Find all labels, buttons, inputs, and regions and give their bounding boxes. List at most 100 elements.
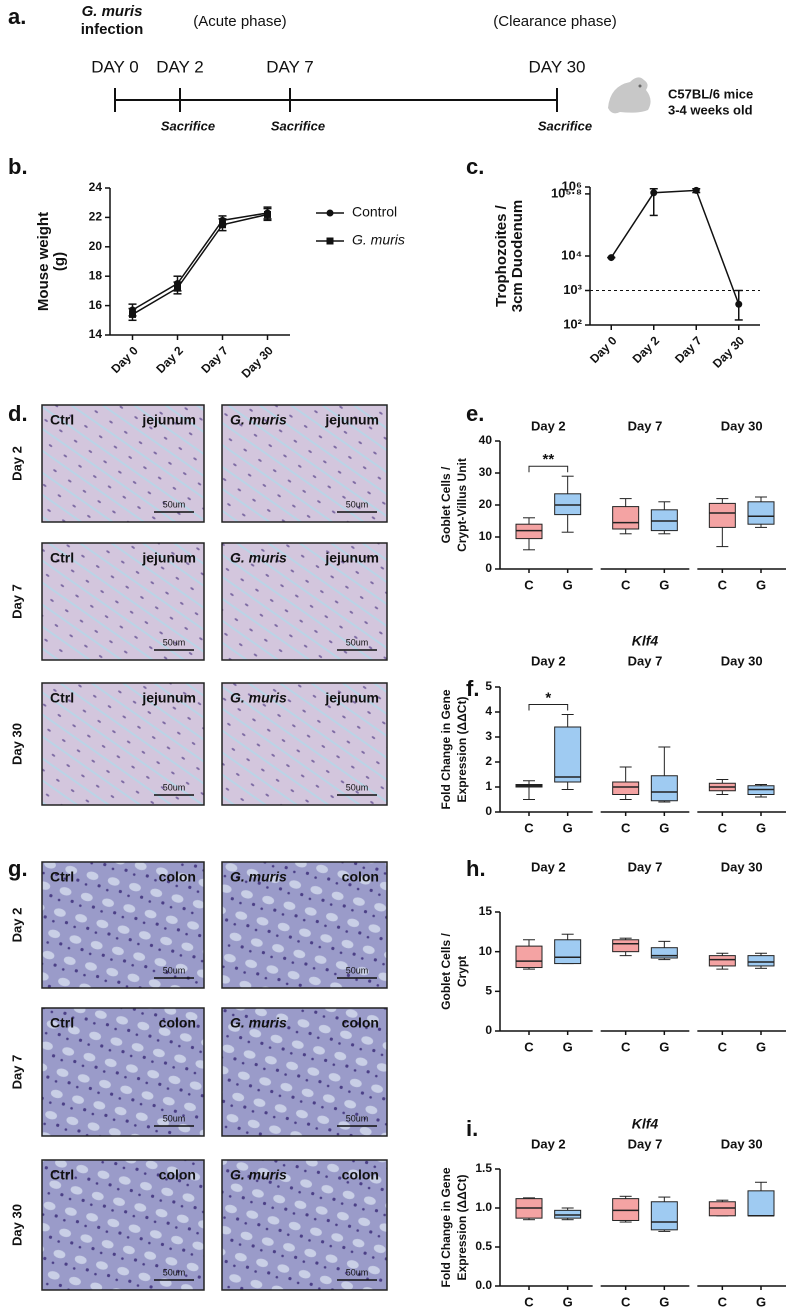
group-label: G. muris <box>230 550 287 566</box>
panel-label: f. <box>466 676 479 701</box>
x-tick-label: G <box>756 1294 766 1309</box>
y-axis-label: Goblet Cells / <box>439 932 453 1009</box>
x-tick-label: Day 0 <box>108 343 141 376</box>
x-tick-label: G <box>756 577 766 592</box>
x-tick-label: Day 30 <box>710 333 747 370</box>
mouse-eye <box>638 84 642 88</box>
row-label: Day 7 <box>9 1055 24 1090</box>
y-axis-label: 3cm Duodenum <box>509 200 526 313</box>
y-axis-label: Fold Change in Gene <box>439 689 453 809</box>
y-tick-label: 10⁵·⁸ <box>551 185 582 200</box>
box <box>554 939 582 965</box>
sacrifice-label: Sacrifice <box>538 118 592 133</box>
group-label: Day 2 <box>531 859 566 874</box>
box <box>515 945 543 969</box>
group-label: Day 7 <box>628 653 663 668</box>
box <box>554 726 582 783</box>
micrograph <box>41 1007 205 1137</box>
chart-title: Klf4 <box>632 1116 659 1132</box>
panel-label: i. <box>466 1116 478 1141</box>
scale-label: 50um <box>163 1113 186 1123</box>
panel-label: a. <box>8 4 26 29</box>
infection-label: G. muris <box>82 3 143 20</box>
phase-label: (Acute phase) <box>193 13 286 30</box>
group-label: Day 7 <box>628 418 663 433</box>
box <box>554 493 582 516</box>
y-tick-label: 14 <box>89 327 103 341</box>
legend-label: Control <box>352 204 397 220</box>
panel-label: g. <box>8 856 28 881</box>
y-tick-label: 18 <box>89 268 103 282</box>
series-line <box>132 212 268 311</box>
legend-marker <box>326 209 334 217</box>
group-label: G. muris <box>230 412 287 428</box>
sacrifice-label: Sacrifice <box>271 118 325 133</box>
legend-label: G. muris <box>352 232 405 248</box>
group-label: Ctrl <box>50 412 74 428</box>
y-axis-label: Expression (ΔΔCt) <box>455 697 469 803</box>
box <box>650 775 678 802</box>
x-tick-label: G <box>659 820 669 835</box>
x-tick-label: G <box>659 1294 669 1309</box>
box <box>650 947 678 959</box>
group-label: G. muris <box>230 869 287 885</box>
x-tick-label: Day 30 <box>239 343 276 380</box>
x-tick-label: C <box>718 1294 728 1309</box>
y-axis-label: Mouse weight <box>35 212 52 311</box>
panel-label: e. <box>466 401 484 426</box>
y-tick-label: 24 <box>89 180 103 194</box>
y-tick-label: 22 <box>89 210 103 224</box>
group-label: Ctrl <box>50 1015 74 1031</box>
x-tick-label: G <box>563 820 573 835</box>
scale-label: 50um <box>163 637 186 647</box>
day-label: DAY 30 <box>528 57 585 76</box>
y-tick-label: 5 <box>485 679 492 693</box>
scale-label: 50um <box>346 499 369 509</box>
y-tick-label: 3 <box>485 729 492 743</box>
tissue-label: colon <box>342 1015 379 1031</box>
panel-label: b. <box>8 154 28 179</box>
row-label: Day 2 <box>9 908 24 943</box>
y-tick-label: 10⁶ <box>562 178 582 193</box>
tissue-label: colon <box>159 1167 196 1183</box>
group-label: G. muris <box>230 1167 287 1183</box>
group-label: Ctrl <box>50 550 74 566</box>
x-tick-label: Day 2 <box>153 343 186 376</box>
y-tick-label: 0 <box>485 561 492 575</box>
box <box>708 1201 736 1217</box>
scale-label: 50um <box>346 637 369 647</box>
y-tick-label: 0 <box>485 1023 492 1037</box>
marker <box>692 186 700 194</box>
significance-label: ** <box>542 451 554 468</box>
chart-title: Klf4 <box>632 633 659 649</box>
micrograph <box>221 542 388 661</box>
x-tick-label: G <box>563 1294 573 1309</box>
y-tick-label: 30 <box>479 465 493 479</box>
row-label: Day 30 <box>9 1204 24 1246</box>
y-tick-label: 16 <box>89 298 103 312</box>
y-tick-label: 0 <box>485 804 492 818</box>
day-label: DAY 7 <box>266 57 314 76</box>
x-tick-label: Day 7 <box>672 333 705 366</box>
mouse-icon <box>608 77 651 114</box>
phase-label: (Clearance phase) <box>493 13 616 30</box>
box <box>747 955 775 967</box>
panel-label: d. <box>8 401 28 426</box>
infection-label: infection <box>81 21 144 38</box>
scale-label: 50um <box>163 1267 186 1277</box>
legend-marker <box>326 237 334 245</box>
y-axis-label: (g) <box>51 252 68 271</box>
micrograph <box>41 682 205 806</box>
box <box>612 1198 640 1221</box>
sacrifice-label: Sacrifice <box>161 118 215 133</box>
x-tick-label: C <box>718 820 728 835</box>
day-label: DAY 2 <box>156 57 204 76</box>
box <box>612 939 640 953</box>
y-tick-label: 0.5 <box>475 1239 492 1253</box>
x-tick-label: Day 0 <box>587 333 620 366</box>
y-axis-label: Trophozoites / <box>493 204 510 307</box>
marker <box>607 254 615 262</box>
marker <box>219 221 226 229</box>
box <box>708 955 736 967</box>
tissue-label: colon <box>342 869 379 885</box>
